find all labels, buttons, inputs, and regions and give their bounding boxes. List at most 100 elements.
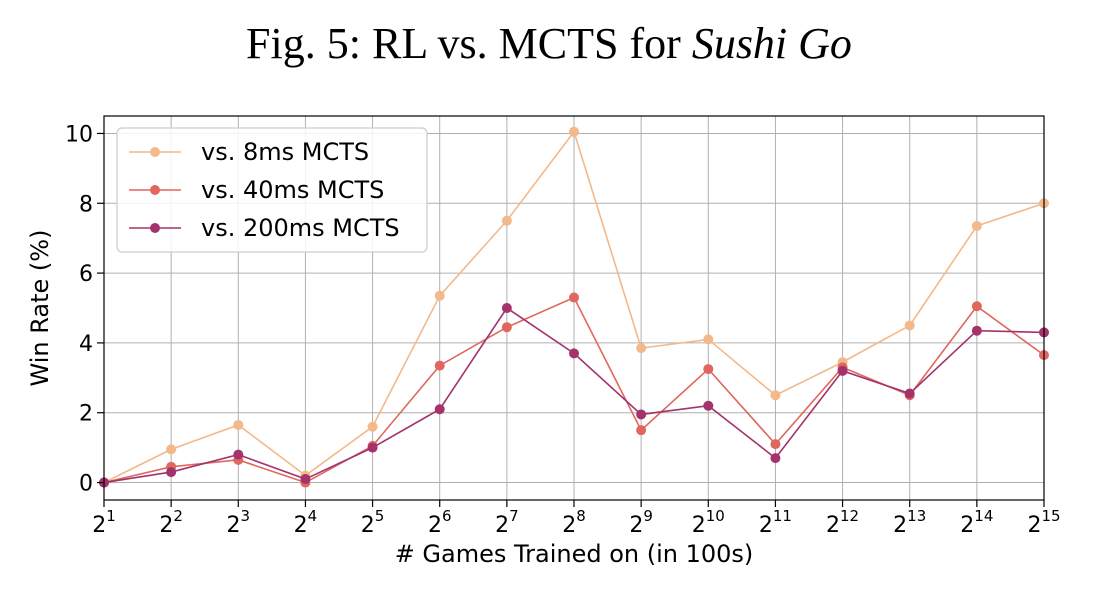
data-point (501, 215, 512, 226)
x-tick-base: 2 (428, 513, 442, 538)
x-tick-exponent: 6 (442, 507, 452, 525)
x-tick-label: 21 (92, 507, 116, 538)
x-tick-base: 2 (629, 513, 643, 538)
y-tick-label: 10 (65, 122, 93, 147)
x-tick-label: 210 (692, 507, 725, 538)
x-tick-exponent: 15 (1041, 507, 1060, 525)
data-point (636, 343, 647, 354)
x-tick-exponent: 3 (241, 507, 251, 525)
x-tick-exponent: 8 (576, 507, 586, 525)
legend-label: vs. 200ms MCTS (201, 214, 400, 242)
data-point (904, 388, 915, 399)
x-tick-base: 2 (759, 513, 773, 538)
legend-item: vs. 40ms MCTS (129, 176, 384, 204)
legend-item: vs. 8ms MCTS (129, 138, 369, 166)
x-tick-base: 2 (1027, 513, 1041, 538)
data-point (636, 425, 647, 436)
x-axis-ticks: 21 22 23 24 25 26 27 28 29 210 211 212 213 214 215 (92, 500, 1061, 538)
x-tick-label: 211 (759, 507, 792, 538)
x-tick-base: 2 (893, 513, 907, 538)
data-point (501, 303, 512, 313)
x-tick-base: 2 (960, 513, 974, 538)
x-tick-exponent: 12 (840, 507, 859, 525)
data-point (837, 365, 848, 376)
x-tick-label: 212 (826, 507, 859, 538)
legend-marker (150, 223, 160, 233)
legend-box (116, 127, 428, 253)
x-tick-label: 213 (893, 507, 926, 538)
data-point (166, 467, 177, 478)
x-tick-label: 215 (1027, 507, 1060, 538)
data-point (569, 126, 579, 137)
data-point (569, 292, 579, 303)
y-tick-label: 0 (79, 472, 93, 497)
x-tick-label: 27 (495, 507, 519, 538)
x-tick-exponent: 14 (974, 507, 993, 525)
x-tick-base: 2 (826, 513, 840, 538)
x-tick-base: 2 (227, 513, 241, 538)
data-point (971, 220, 982, 231)
x-tick-exponent: 13 (907, 507, 926, 525)
x-tick-exponent: 9 (643, 507, 653, 525)
data-point (501, 322, 512, 333)
x-tick-base: 2 (562, 513, 576, 538)
figure-title-game: Sushi Go (691, 19, 852, 68)
data-point (233, 449, 244, 460)
y-tick-label: 2 (79, 402, 93, 427)
data-point (770, 390, 781, 401)
legend-marker (150, 147, 160, 157)
x-tick-base: 2 (361, 513, 375, 538)
x-tick-exponent: 5 (375, 507, 385, 525)
x-tick-label: 22 (159, 507, 183, 538)
data-point (434, 290, 445, 301)
x-tick-exponent: 11 (773, 507, 792, 525)
data-point (770, 453, 781, 464)
x-axis-label: # Games Trained on (in 100s) (395, 540, 754, 568)
figure-title: Fig. 5: RL vs. MCTS for Sushi Go (0, 18, 1098, 69)
y-axis-label: Win Rate (%) (26, 230, 54, 387)
data-point (703, 334, 714, 345)
data-point (703, 400, 714, 411)
x-tick-label: 26 (428, 507, 452, 538)
legend-marker (150, 185, 160, 195)
x-tick-label: 23 (227, 507, 251, 538)
figure-title-prefix: Fig. 5: RL vs. MCTS for (246, 19, 692, 68)
legend: vs. 8ms MCTS vs. 40ms MCTS vs. 200ms MCTS (116, 127, 428, 253)
data-point (434, 360, 445, 371)
legend-label: vs. 8ms MCTS (201, 138, 369, 166)
data-point (636, 409, 647, 420)
legend-item: vs. 200ms MCTS (129, 214, 400, 242)
x-tick-base: 2 (92, 513, 106, 538)
x-tick-label: 25 (361, 507, 385, 538)
data-point (233, 419, 244, 430)
y-tick-label: 4 (79, 332, 93, 357)
x-tick-base: 2 (495, 513, 509, 538)
x-tick-exponent: 10 (706, 507, 725, 525)
data-point (971, 325, 982, 336)
data-point (166, 444, 177, 455)
y-axis-ticks: 0 2 4 6 8 10 (65, 122, 104, 497)
x-tick-base: 2 (159, 513, 173, 538)
x-tick-label: 29 (629, 507, 653, 538)
data-point (434, 404, 445, 415)
y-tick-label: 6 (79, 262, 93, 287)
data-point (569, 348, 579, 359)
y-tick-label: 8 (79, 192, 93, 217)
x-tick-label: 28 (562, 507, 586, 538)
x-tick-exponent: 7 (509, 507, 519, 525)
data-point (971, 301, 982, 312)
x-tick-label: 214 (960, 507, 993, 538)
legend-label: vs. 40ms MCTS (201, 176, 384, 204)
data-point (904, 320, 915, 331)
data-point (367, 442, 378, 453)
x-tick-exponent: 2 (173, 507, 183, 525)
x-tick-base: 2 (692, 513, 706, 538)
data-point (367, 421, 378, 432)
data-point (703, 364, 714, 375)
data-point (770, 439, 781, 450)
series-3 (99, 303, 1049, 488)
x-tick-exponent: 4 (308, 507, 318, 525)
x-tick-label: 24 (294, 507, 318, 538)
x-tick-exponent: 1 (106, 507, 116, 525)
